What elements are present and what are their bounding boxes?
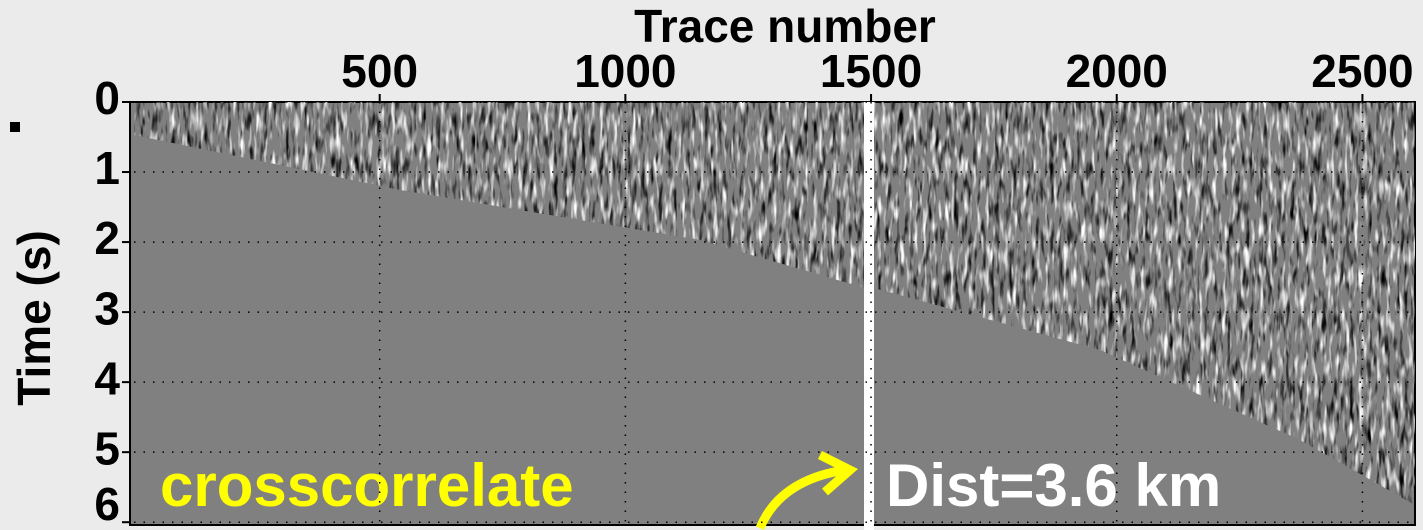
arrow-head [817,450,858,496]
x-axis-title: Trace number [634,0,936,52]
divider [864,102,874,530]
y-tick-label: 0 [94,72,120,124]
x-tick-label: 1000 [574,45,676,97]
annotation: crosscorrelate [160,452,574,519]
y-tick-label: 4 [94,352,120,404]
annotation: Dist=3.6 km [886,452,1221,519]
marker [10,122,20,132]
x-tick-label: 2000 [1066,45,1168,97]
arrow [755,465,846,530]
y-tick-label: 5 [94,422,120,474]
y-tick-label: 6 [94,478,120,530]
y-tick-label: 3 [94,282,120,334]
y-tick-label: 2 [94,212,120,264]
x-tick-label: 1500 [820,45,922,97]
y-axis-title: Time (s) [8,230,60,406]
x-tick-label: 2500 [1311,45,1413,97]
x-tick-label: 500 [341,45,418,97]
plot-area [129,101,1416,530]
y-tick-label: 1 [94,142,120,194]
